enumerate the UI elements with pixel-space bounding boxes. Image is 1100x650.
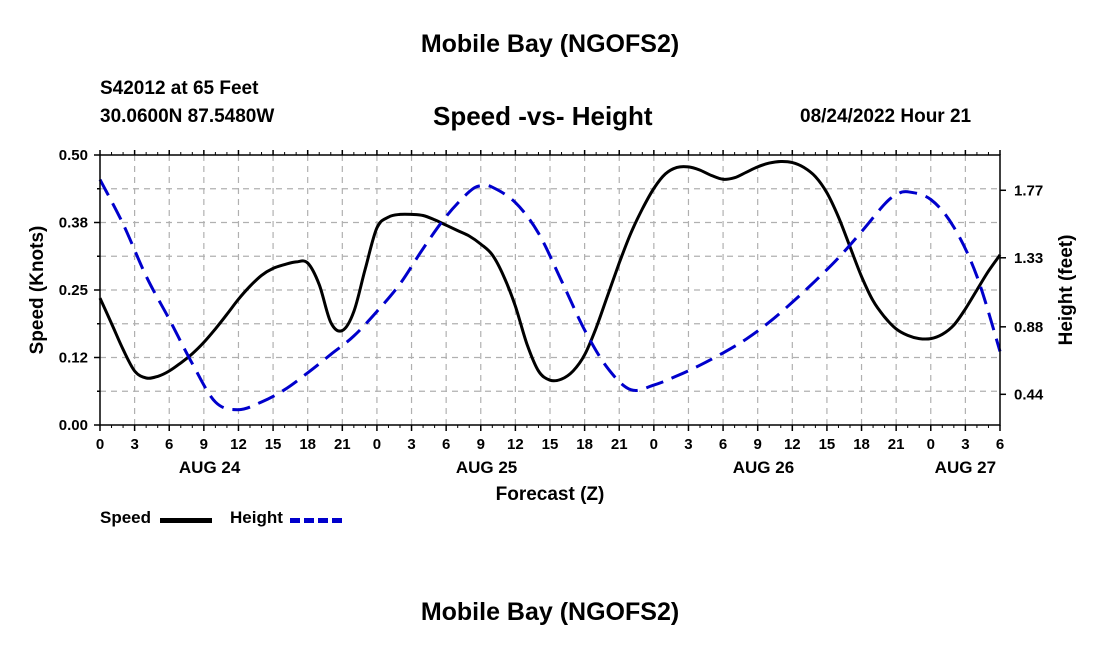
chart-subtitle: Speed -vs- Height <box>433 101 653 131</box>
x-tick-label: 18 <box>299 436 316 453</box>
legend-height-label: Height <box>230 508 283 527</box>
x-tick-label: 9 <box>200 436 208 453</box>
x-tick-label: 6 <box>165 436 173 453</box>
date-label: AUG 24 <box>179 458 241 477</box>
grid <box>100 155 1000 425</box>
y-axis-label: Speed (Knots) <box>27 226 48 355</box>
x-tick-label: 12 <box>784 436 801 453</box>
date-label: AUG 27 <box>935 458 996 477</box>
chart-title: Mobile Bay (NGOFS2) <box>420 30 680 58</box>
date-label: AUG 26 <box>733 458 794 477</box>
height-series-line <box>98 178 1002 412</box>
x-tick-label: 3 <box>961 436 969 453</box>
x-tick-label: 12 <box>507 436 524 453</box>
date-label: AUG 25 <box>456 458 517 477</box>
y2-tick-label: 1.33 <box>1014 250 1043 267</box>
x-tick-label: 18 <box>853 436 870 453</box>
x-tick-label: 0 <box>96 436 104 453</box>
x-tick-label: 6 <box>996 436 1004 453</box>
coordinates-label: 30.0600N 87.5480W <box>100 106 275 127</box>
x-tick-label: 15 <box>542 436 559 453</box>
legend-speed-swatch <box>160 518 212 523</box>
y-tick-label: 0.38 <box>59 215 88 232</box>
y2-tick-label: 1.77 <box>1014 182 1043 199</box>
axes: 0 3 6 9 12 15 18 21 0 3 6 9 12 15 18 21 0 3 6 9 12 15 18 21 0 3 6 0… <box>59 147 1044 477</box>
x-tick-label: 21 <box>611 436 628 453</box>
forecast-date-label: 08/24/2022 Hour 21 <box>800 106 972 127</box>
x-tick-label: 0 <box>373 436 381 453</box>
station-label: S42012 at 65 Feet <box>100 78 259 99</box>
x-tick-label: 15 <box>265 436 282 453</box>
x-tick-label: 6 <box>442 436 450 453</box>
x-tick-label: 18 <box>576 436 593 453</box>
x-tick-label: 3 <box>684 436 692 453</box>
x-tick-label: 21 <box>888 436 905 453</box>
x-tick-label: 3 <box>407 436 415 453</box>
y2-axis-label: Height (feet) <box>1056 235 1077 346</box>
x-tick-label: 12 <box>230 436 247 453</box>
y2-tick-label: 0.44 <box>1014 386 1044 403</box>
x-tick-label: 15 <box>819 436 836 453</box>
y2-tick-label: 0.88 <box>1014 319 1043 336</box>
second-chart-title: Mobile Bay (NGOFS2) <box>420 598 680 626</box>
x-tick-label: 21 <box>334 436 351 453</box>
x-tick-label: 0 <box>927 436 935 453</box>
x-tick-label: 9 <box>477 436 485 453</box>
y-tick-label: 0.50 <box>59 147 88 164</box>
x-tick-label: 9 <box>754 436 762 453</box>
y-tick-label: 0.12 <box>59 350 88 367</box>
y-tick-label: 0.00 <box>59 417 88 434</box>
legend-speed-label: Speed <box>100 508 152 527</box>
x-tick-label: 0 <box>650 436 658 453</box>
series-layer <box>98 159 1002 412</box>
y-tick-label: 0.25 <box>59 282 88 299</box>
x-tick-label: 6 <box>719 436 727 453</box>
x-axis-label: Forecast (Z) <box>496 484 605 505</box>
legend-height-swatch <box>290 518 342 523</box>
x-tick-label: 3 <box>130 436 138 453</box>
